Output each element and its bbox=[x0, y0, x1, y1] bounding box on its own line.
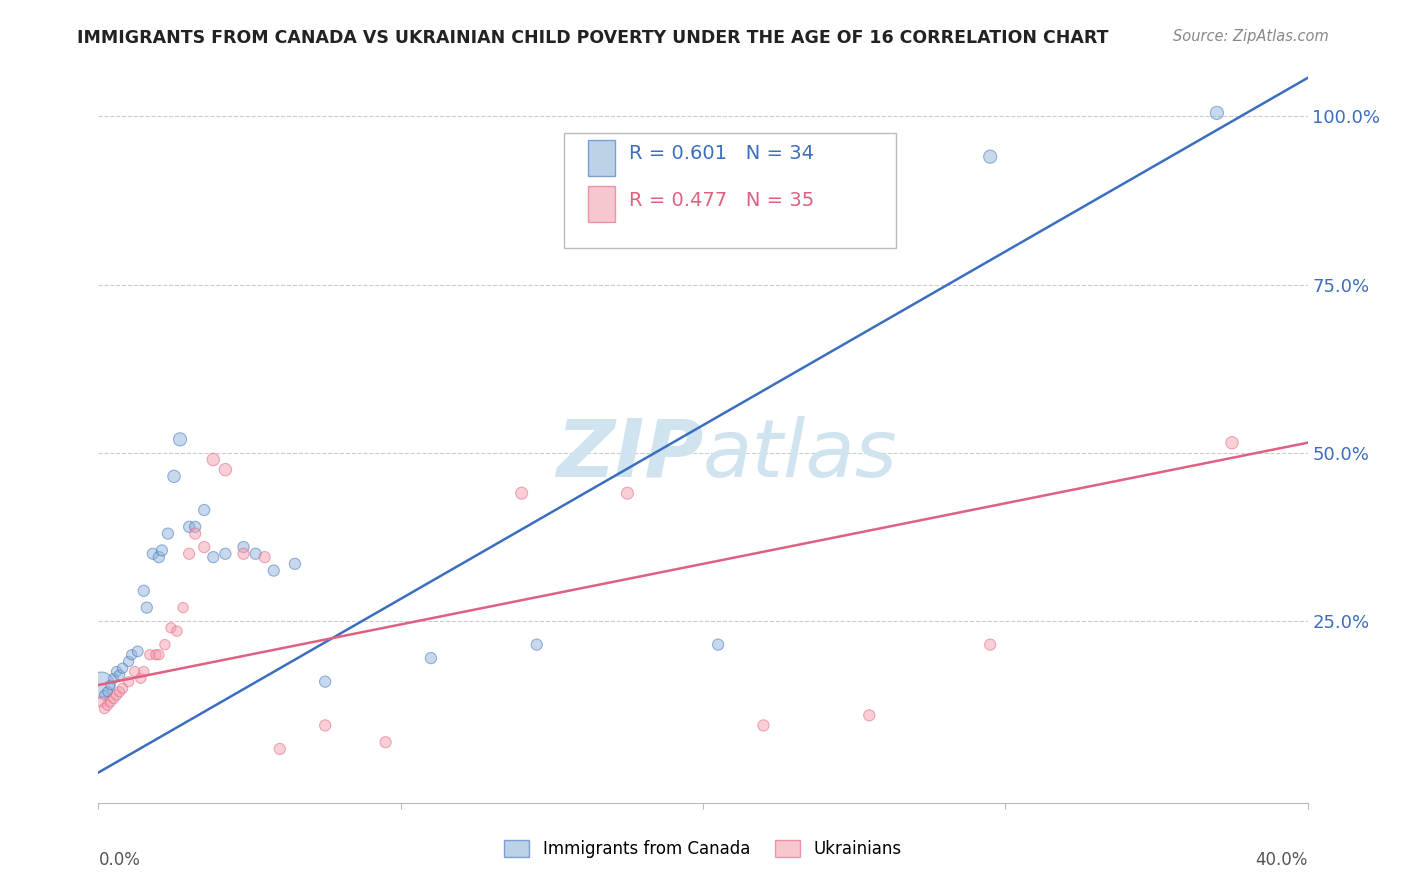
Point bbox=[616, 486, 638, 500]
Point bbox=[510, 486, 533, 500]
Point bbox=[420, 651, 443, 665]
Point bbox=[707, 638, 730, 652]
Point bbox=[118, 655, 141, 669]
Text: R = 0.477   N = 35: R = 0.477 N = 35 bbox=[630, 192, 814, 211]
Point bbox=[93, 701, 115, 715]
Point bbox=[179, 520, 201, 534]
Point bbox=[179, 547, 201, 561]
Text: R = 0.601   N = 34: R = 0.601 N = 34 bbox=[630, 144, 814, 163]
Point bbox=[135, 600, 157, 615]
Point bbox=[214, 547, 236, 561]
Point bbox=[118, 674, 141, 689]
Point bbox=[139, 648, 162, 662]
Point bbox=[979, 150, 1001, 164]
Point bbox=[111, 681, 134, 696]
Point bbox=[145, 648, 167, 662]
Point bbox=[172, 600, 194, 615]
Point bbox=[108, 685, 131, 699]
FancyBboxPatch shape bbox=[588, 140, 614, 176]
Point bbox=[374, 735, 396, 749]
Point bbox=[100, 695, 122, 709]
Text: 40.0%: 40.0% bbox=[1256, 851, 1308, 869]
Point bbox=[148, 550, 170, 565]
Point bbox=[96, 685, 118, 699]
Point bbox=[108, 668, 131, 682]
Point bbox=[150, 543, 173, 558]
Point bbox=[202, 452, 225, 467]
Point bbox=[90, 678, 112, 692]
Point bbox=[124, 665, 146, 679]
Text: 0.0%: 0.0% bbox=[98, 851, 141, 869]
FancyBboxPatch shape bbox=[588, 186, 614, 221]
Point bbox=[214, 462, 236, 476]
Point bbox=[858, 708, 880, 723]
Point bbox=[90, 695, 112, 709]
Point bbox=[245, 547, 267, 561]
Point bbox=[169, 433, 191, 447]
Point bbox=[142, 547, 165, 561]
Point bbox=[184, 520, 207, 534]
Point bbox=[93, 688, 115, 702]
Point bbox=[100, 678, 122, 692]
Point bbox=[232, 540, 254, 554]
Point bbox=[314, 674, 336, 689]
Point bbox=[127, 644, 149, 658]
Point bbox=[263, 564, 285, 578]
Point bbox=[314, 718, 336, 732]
Point bbox=[111, 661, 134, 675]
Point bbox=[752, 718, 775, 732]
Point bbox=[153, 638, 176, 652]
Point bbox=[202, 550, 225, 565]
Point bbox=[284, 557, 307, 571]
Point bbox=[129, 671, 152, 685]
Point bbox=[253, 550, 276, 565]
Text: ZIP: ZIP bbox=[555, 416, 703, 494]
Point bbox=[1220, 435, 1243, 450]
Point bbox=[193, 503, 215, 517]
Text: Source: ZipAtlas.com: Source: ZipAtlas.com bbox=[1173, 29, 1329, 44]
Point bbox=[132, 583, 155, 598]
Point bbox=[184, 526, 207, 541]
Point bbox=[105, 665, 128, 679]
Point bbox=[160, 621, 183, 635]
FancyBboxPatch shape bbox=[564, 133, 897, 247]
Point bbox=[121, 648, 143, 662]
Point bbox=[269, 742, 291, 756]
Point bbox=[1206, 106, 1229, 120]
Point bbox=[193, 540, 215, 554]
Point bbox=[163, 469, 186, 483]
Point bbox=[132, 665, 155, 679]
Point bbox=[105, 688, 128, 702]
Point bbox=[166, 624, 188, 639]
Point bbox=[103, 671, 125, 685]
Point bbox=[979, 638, 1001, 652]
Point bbox=[526, 638, 548, 652]
Text: IMMIGRANTS FROM CANADA VS UKRAINIAN CHILD POVERTY UNDER THE AGE OF 16 CORRELATIO: IMMIGRANTS FROM CANADA VS UKRAINIAN CHIL… bbox=[77, 29, 1109, 46]
Point bbox=[148, 648, 170, 662]
Legend: Immigrants from Canada, Ukrainians: Immigrants from Canada, Ukrainians bbox=[498, 833, 908, 865]
Point bbox=[103, 691, 125, 706]
Point bbox=[96, 698, 118, 713]
Text: atlas: atlas bbox=[703, 416, 898, 494]
Point bbox=[232, 547, 254, 561]
Point bbox=[156, 526, 179, 541]
